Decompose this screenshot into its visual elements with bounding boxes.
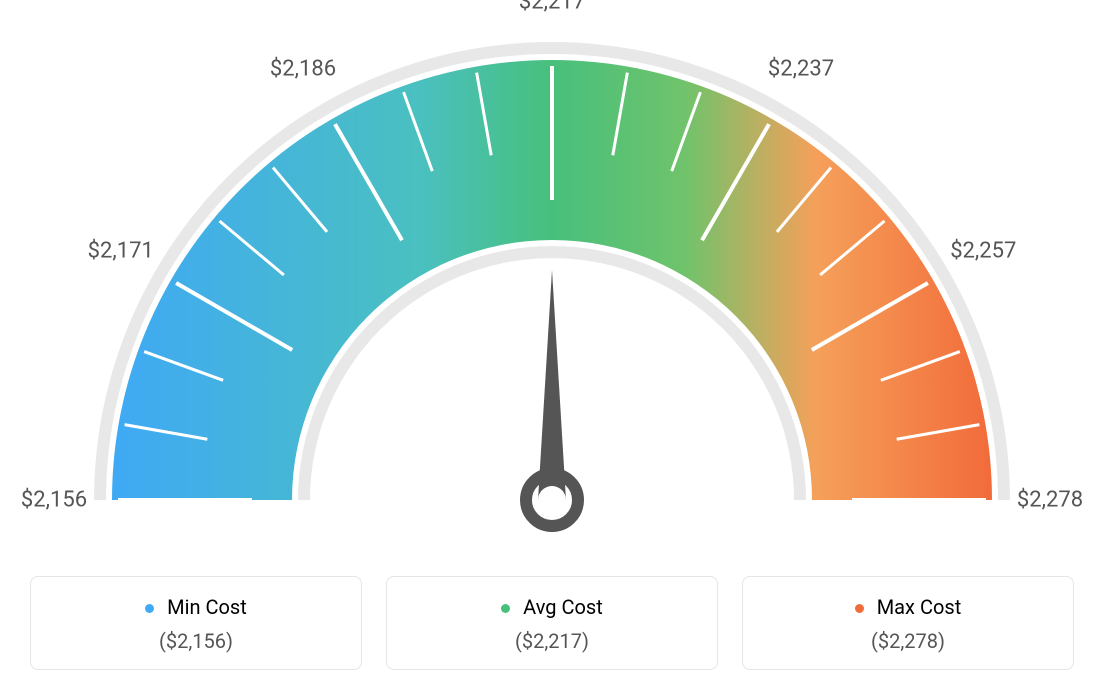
max-cost-value: ($2,278) (763, 629, 1053, 653)
gauge-tick-label: $2,156 (21, 488, 87, 513)
gauge-svg (0, 0, 1104, 560)
max-cost-card: Max Cost ($2,278) (742, 576, 1074, 670)
avg-cost-title: Avg Cost (407, 595, 697, 619)
avg-cost-label: Avg Cost (523, 595, 603, 619)
gauge-tick-label: $2,278 (1017, 488, 1083, 513)
max-cost-label: Max Cost (877, 595, 962, 619)
min-cost-title: Min Cost (51, 595, 341, 619)
avg-cost-card: Avg Cost ($2,217) (386, 576, 718, 670)
summary-cards: Min Cost ($2,156) Avg Cost ($2,217) Max … (30, 576, 1074, 670)
gauge-tick-label: $2,186 (270, 56, 336, 81)
min-cost-card: Min Cost ($2,156) (30, 576, 362, 670)
avg-dot-icon (501, 604, 510, 613)
gauge-tick-label: $2,171 (88, 239, 154, 264)
gauge-tick-label: $2,237 (768, 56, 834, 81)
avg-cost-value: ($2,217) (407, 629, 697, 653)
gauge-tick-label: $2,217 (519, 0, 585, 15)
max-cost-title: Max Cost (763, 595, 1053, 619)
min-cost-value: ($2,156) (51, 629, 341, 653)
min-cost-label: Min Cost (167, 595, 247, 619)
gauge-tick-label: $2,257 (950, 239, 1016, 264)
cost-gauge-chart: $2,156 $2,171 $2,186 $2,217 $2,237 $2,257 $2,2… (0, 0, 1104, 690)
gauge-area: $2,156 $2,171 $2,186 $2,217 $2,237 $2,257 $2,2… (0, 0, 1104, 560)
max-dot-icon (855, 604, 864, 613)
min-dot-icon (145, 604, 154, 613)
